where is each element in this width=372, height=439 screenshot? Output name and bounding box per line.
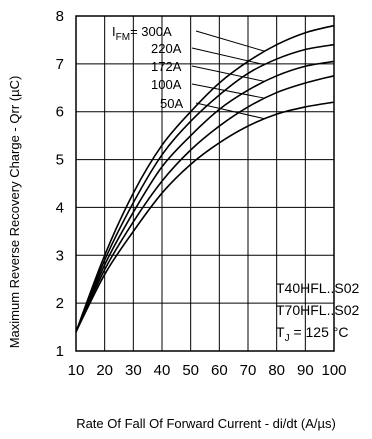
y-tick-label: 6 <box>56 104 64 121</box>
y-tick-label: 2 <box>56 295 64 312</box>
series-line <box>75 101 335 333</box>
plot-frame <box>75 15 335 352</box>
x-tick-label: 10 <box>68 362 85 379</box>
grid <box>75 15 335 352</box>
series-line <box>75 24 335 333</box>
x-tick-label: 60 <box>211 362 228 379</box>
annotation-device-1: T40HFL..S02 <box>276 280 359 296</box>
x-tick-label: 90 <box>297 362 314 379</box>
series-label-100a: 100A <box>151 77 182 92</box>
series-line <box>75 60 335 333</box>
y-tick-label: 8 <box>56 8 64 25</box>
leader-line <box>191 47 266 66</box>
series-line <box>75 75 335 333</box>
y-tick-label: 7 <box>56 56 64 73</box>
leader-line <box>191 83 266 99</box>
y-tick-label: 4 <box>56 199 64 216</box>
series-label-50a: 50A <box>160 96 183 111</box>
curves <box>75 24 335 333</box>
series-label-172a: 172A <box>151 59 182 74</box>
series-line <box>75 43 335 333</box>
y-tick-label: 1 <box>56 343 64 360</box>
x-tick-labels: 10 20 30 40 50 60 70 80 90 100 <box>68 362 347 379</box>
series-label-300a: IFM= 300A <box>112 24 172 43</box>
series-label-220a: 220A <box>151 41 182 56</box>
y-axis-label: Maximum Reverse Recovery Charge - Qrr (µ… <box>7 76 22 349</box>
x-axis-label: Rate Of Fall Of Forward Current - di/dt … <box>76 416 336 431</box>
leader-line <box>191 65 266 83</box>
x-tick-label: 70 <box>240 362 257 379</box>
x-tick-label: 30 <box>125 362 142 379</box>
annotation-device-2: T70HFL..S02 <box>276 302 359 318</box>
leader-line <box>195 102 266 120</box>
x-tick-label: 100 <box>321 362 346 379</box>
x-tick-label: 80 <box>268 362 285 379</box>
label-leaders <box>191 30 266 120</box>
conditions-annotation: T40HFL..S02 T70HFL..S02 TJ = 125 °C <box>276 280 359 344</box>
annotation-temperature: TJ = 125 °C <box>276 324 348 344</box>
y-tick-label: 3 <box>56 247 64 264</box>
y-tick-label: 5 <box>56 152 64 169</box>
x-tick-label: 50 <box>182 362 199 379</box>
leader-line <box>195 30 266 52</box>
series-labels: IFM= 300A 220A 172A 100A 50A <box>112 24 183 111</box>
x-tick-label: 40 <box>154 362 171 379</box>
y-tick-labels: 1 2 3 4 5 6 7 8 <box>56 8 64 360</box>
x-tick-label: 20 <box>96 362 113 379</box>
